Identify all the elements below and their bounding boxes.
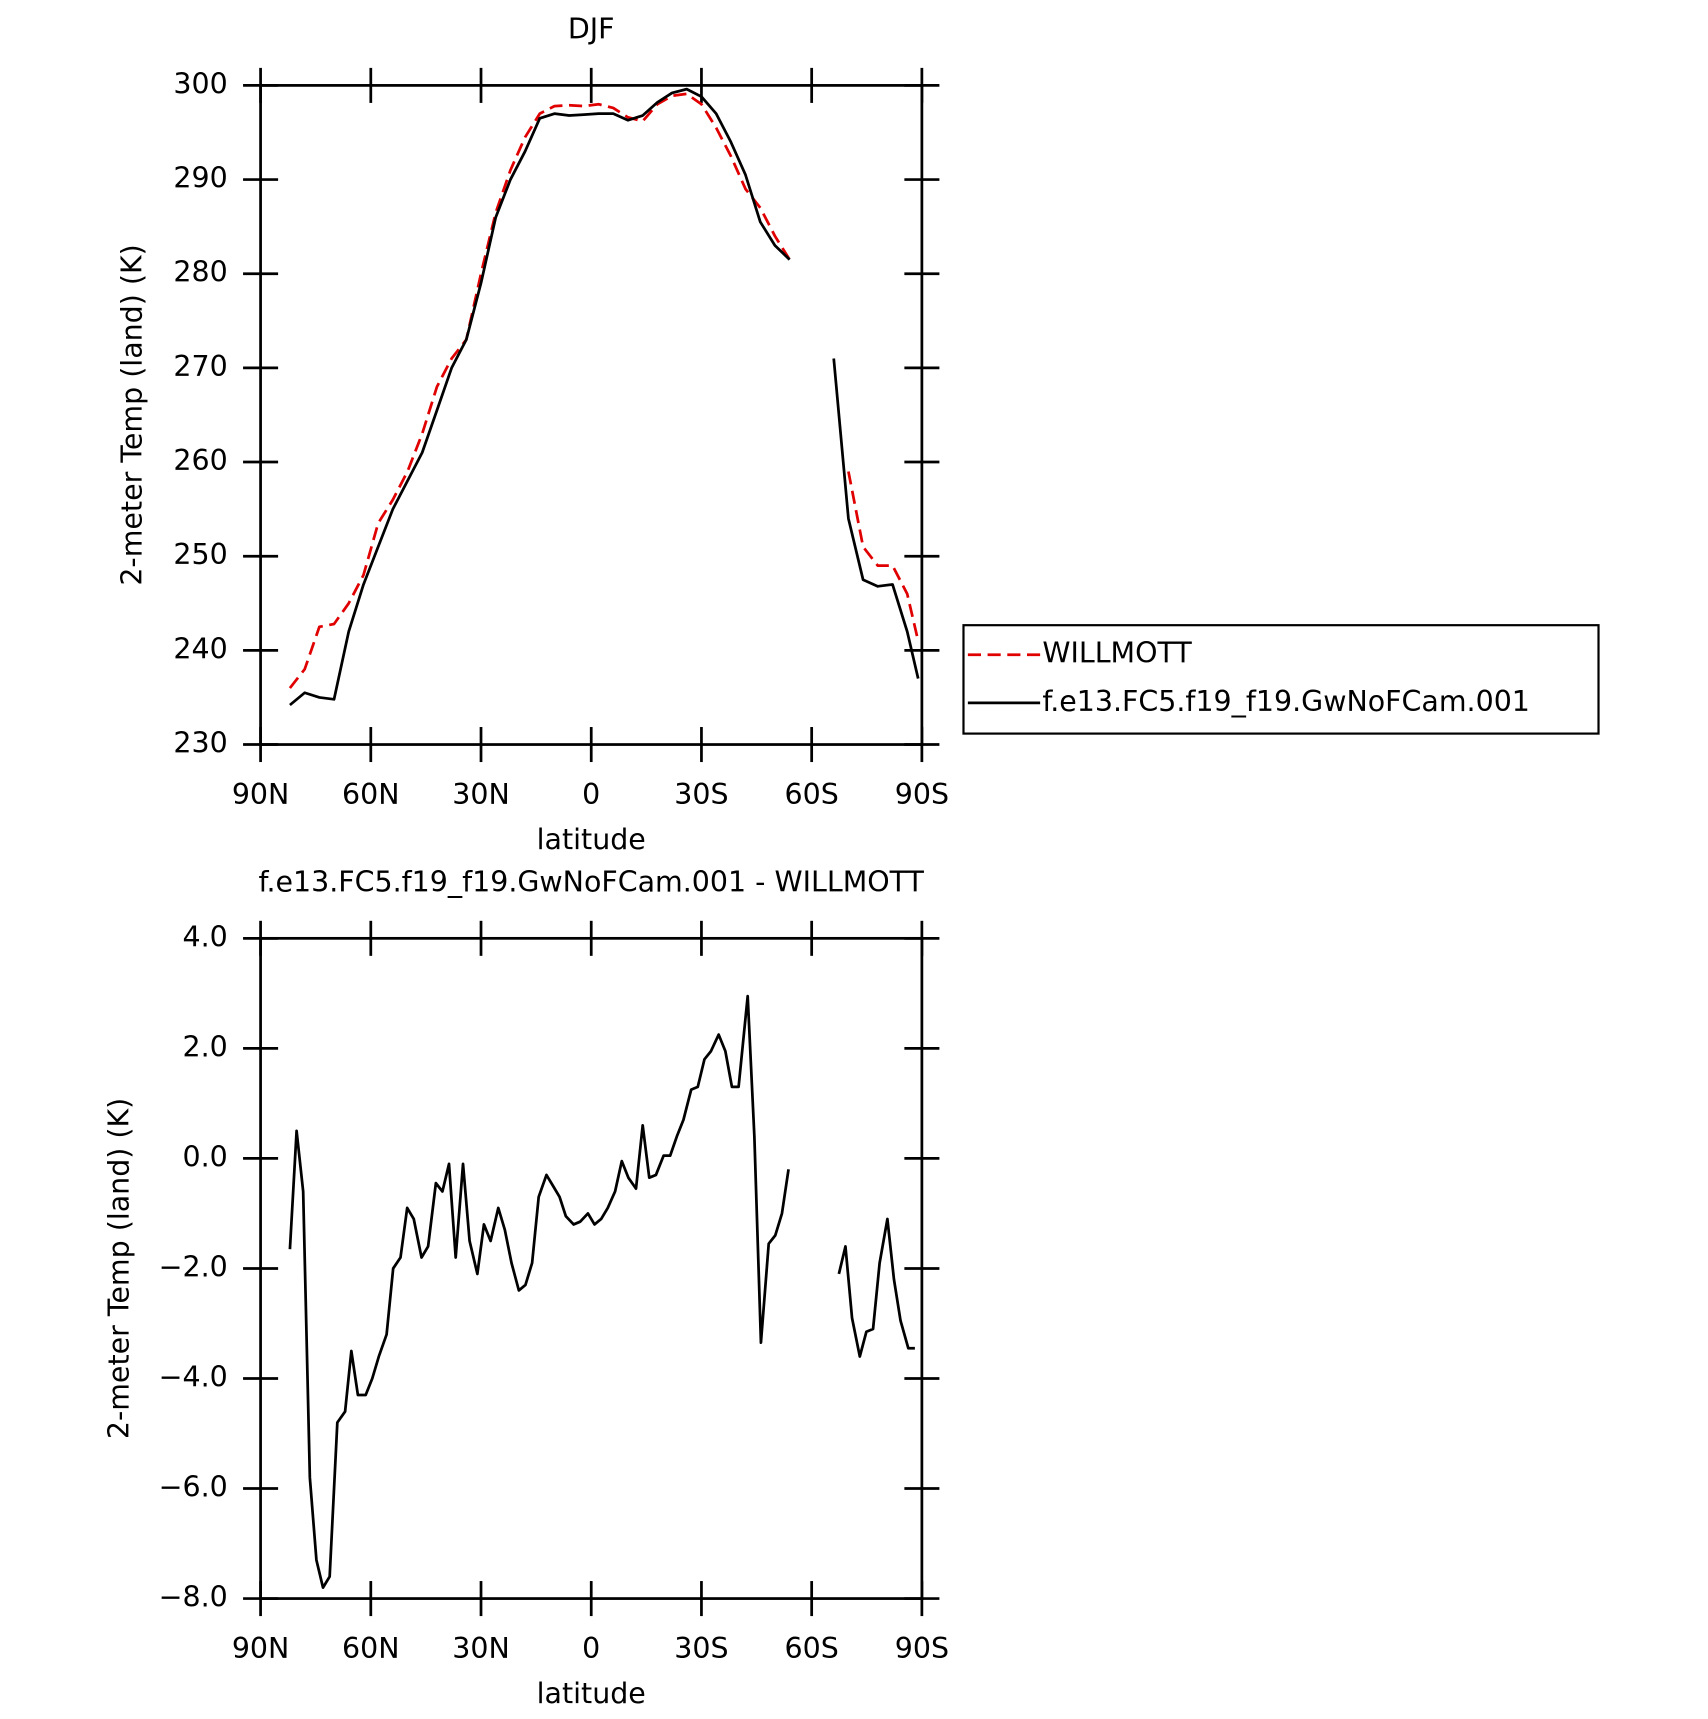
chart-title: f.e13.FC5.f19_f19.GwNoFCam.001 - WILLMOT… [259, 866, 925, 899]
x-axis-label: latitude [537, 1677, 646, 1710]
y-tick-label: 300 [173, 67, 227, 100]
data-line [288, 92, 920, 689]
legend-label: f.e13.FC5.f19_f19.GwNoFCam.001 [1042, 685, 1530, 718]
y-tick-label: 280 [173, 256, 227, 289]
x-tick-label: 90N [232, 1632, 289, 1665]
y-tick-label: 290 [173, 162, 227, 195]
y-axis-label: 2-meter Temp (land) (K) [116, 244, 149, 585]
data-line [288, 994, 915, 1589]
x-tick-label: 60S [785, 1632, 839, 1665]
x-tick-label: 30S [674, 778, 728, 811]
legend-label: WILLMOTT [1042, 637, 1192, 670]
x-tick-label: 60S [785, 778, 839, 811]
plot-frame [259, 936, 924, 1600]
x-tick-label: 90N [232, 778, 289, 811]
chart-title: DJF [568, 13, 615, 46]
x-tick-label: 0 [582, 778, 600, 811]
x-tick-label: 30N [452, 1632, 509, 1665]
y-tick-label: 270 [173, 350, 227, 383]
x-tick-label: 90S [895, 1632, 949, 1665]
y-tick-label: 230 [173, 727, 227, 760]
y-axis-label: 2-meter Temp (land) (K) [102, 1098, 135, 1439]
x-axis-label: latitude [537, 823, 646, 856]
data-line [289, 87, 920, 707]
x-tick-label: 30S [674, 1632, 728, 1665]
y-tick-label: −6.0 [159, 1471, 228, 1504]
x-tick-label: 90S [895, 778, 949, 811]
y-tick-label: 0.0 [182, 1140, 227, 1173]
y-tick-label: −2.0 [159, 1250, 228, 1283]
y-tick-label: 4.0 [182, 920, 227, 953]
y-tick-label: −8.0 [159, 1581, 228, 1614]
plot-frame [259, 84, 924, 746]
y-tick-label: 240 [173, 632, 227, 665]
y-tick-label: 260 [173, 444, 227, 477]
x-tick-label: 0 [582, 1632, 600, 1665]
y-tick-label: 250 [173, 538, 227, 571]
x-tick-label: 60N [342, 1632, 399, 1665]
legend-box [962, 624, 1600, 735]
y-tick-label: −4.0 [159, 1360, 228, 1393]
x-tick-label: 30N [452, 778, 509, 811]
x-tick-label: 60N [342, 778, 399, 811]
y-tick-label: 2.0 [182, 1030, 227, 1063]
